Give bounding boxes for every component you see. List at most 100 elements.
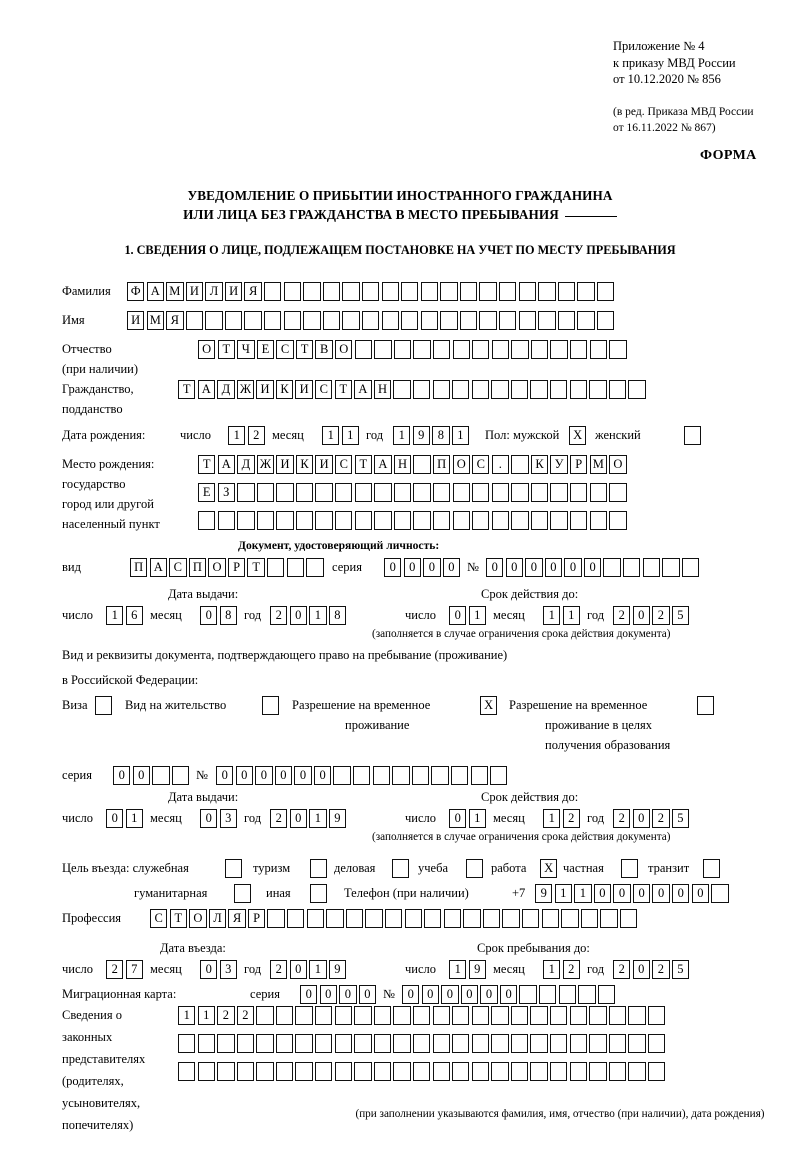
patronymic-cell[interactable]: О bbox=[198, 340, 216, 359]
permit-number-cell[interactable]: 0 bbox=[255, 766, 273, 785]
citizenship-cell[interactable]: К bbox=[275, 380, 294, 399]
permit-valid-day-cell[interactable]: 1 bbox=[468, 809, 486, 828]
profession-cell[interactable] bbox=[580, 909, 599, 928]
citizenship-cell[interactable] bbox=[628, 380, 646, 399]
entry-day-cell[interactable]: 2 bbox=[106, 960, 124, 979]
phone-cell[interactable]: 0 bbox=[613, 884, 631, 903]
birthplace-city-cell[interactable] bbox=[354, 511, 373, 530]
firstname-cell[interactable]: М bbox=[146, 311, 164, 330]
permit-number-cell[interactable] bbox=[392, 766, 410, 785]
doc-issue-year-cell[interactable]: 8 bbox=[328, 606, 347, 625]
legal-rep-row3-boxes[interactable] bbox=[178, 1062, 667, 1081]
legal-rep-cell[interactable] bbox=[471, 1062, 490, 1081]
migration-series-cell[interactable]: 0 bbox=[339, 985, 357, 1004]
profession-cell[interactable] bbox=[600, 909, 618, 928]
birthplace-country-cell[interactable]: У bbox=[550, 455, 568, 474]
phone-cell[interactable]: 9 bbox=[535, 884, 553, 903]
doc-kind-cell[interactable] bbox=[267, 558, 285, 577]
firstname-cell[interactable] bbox=[185, 311, 204, 330]
birthplace-city-cell[interactable] bbox=[609, 511, 627, 530]
permit-valid-year-cell[interactable]: 2 bbox=[652, 809, 670, 828]
purpose-work-checkbox[interactable]: X bbox=[540, 859, 558, 878]
doc-valid-month-cell[interactable]: 1 bbox=[562, 606, 580, 625]
stay-day-cell[interactable]: 9 bbox=[468, 960, 486, 979]
patronymic-cell[interactable]: Т bbox=[295, 340, 314, 359]
legal-rep-cell[interactable] bbox=[354, 1034, 372, 1053]
profession-cell[interactable] bbox=[482, 909, 501, 928]
doc-valid-month-cell[interactable]: 1 bbox=[543, 606, 561, 625]
purpose-humanitarian-checkbox[interactable] bbox=[234, 884, 252, 903]
permit-issue-month-cell[interactable]: 0 bbox=[200, 809, 218, 828]
legal-rep-cell[interactable] bbox=[628, 1006, 646, 1025]
profession-cell[interactable] bbox=[345, 909, 364, 928]
surname-cell[interactable]: Я bbox=[244, 282, 262, 301]
patronymic-cell[interactable] bbox=[472, 340, 490, 359]
legal-rep-row2-boxes[interactable] bbox=[178, 1034, 667, 1053]
legal-rep-cell[interactable] bbox=[608, 1006, 627, 1025]
legal-rep-cell[interactable] bbox=[589, 1006, 607, 1025]
sex-female-checkbox[interactable] bbox=[684, 426, 702, 445]
legal-rep-cell[interactable] bbox=[393, 1034, 411, 1053]
doc-issue-month-cell[interactable]: 8 bbox=[219, 606, 237, 625]
birthplace-city-cell[interactable] bbox=[413, 483, 431, 502]
birthplace-city-cell[interactable] bbox=[198, 511, 216, 530]
surname-cell[interactable] bbox=[361, 282, 380, 301]
birthplace-city-cell[interactable] bbox=[393, 483, 412, 502]
legal-rep-cell[interactable] bbox=[608, 1034, 627, 1053]
citizenship-cell[interactable]: И bbox=[256, 380, 274, 399]
profession-cell[interactable]: Я bbox=[228, 909, 246, 928]
legal-rep-cell[interactable] bbox=[432, 1006, 450, 1025]
legal-rep-cell[interactable] bbox=[295, 1006, 313, 1025]
doc-issue-year-cell[interactable]: 2 bbox=[270, 606, 288, 625]
surname-cell[interactable]: А bbox=[146, 282, 164, 301]
permit-number-cell[interactable]: 0 bbox=[313, 766, 332, 785]
legal-rep-cell[interactable] bbox=[197, 1034, 215, 1053]
surname-cell[interactable] bbox=[518, 282, 536, 301]
legal-rep-cell[interactable] bbox=[275, 1034, 294, 1053]
birthplace-city-cell[interactable] bbox=[237, 511, 255, 530]
patronymic-cell[interactable] bbox=[354, 340, 373, 359]
patronymic-cell[interactable] bbox=[432, 340, 451, 359]
permit-issue-year-cell[interactable]: 2 bbox=[270, 809, 288, 828]
profession-cell[interactable] bbox=[287, 909, 305, 928]
permit-valid-day-cell[interactable]: 0 bbox=[449, 809, 467, 828]
firstname-cell[interactable] bbox=[420, 311, 439, 330]
legal-rep-cell[interactable] bbox=[217, 1062, 235, 1081]
birthplace-city-cell[interactable] bbox=[550, 511, 568, 530]
birthplace-city-cell[interactable] bbox=[530, 483, 549, 502]
purpose-private-checkbox[interactable] bbox=[621, 859, 639, 878]
legal-rep-cell[interactable] bbox=[569, 1062, 587, 1081]
birthplace-city-cell[interactable] bbox=[491, 511, 510, 530]
firstname-cell[interactable] bbox=[322, 311, 341, 330]
doc-kind-cell[interactable]: О bbox=[208, 558, 226, 577]
birthplace-city-cell[interactable] bbox=[295, 511, 314, 530]
patronymic-cell[interactable] bbox=[589, 340, 607, 359]
permit-series-cell[interactable]: 0 bbox=[132, 766, 150, 785]
birth-month-cell[interactable]: 1 bbox=[341, 426, 359, 445]
birthplace-city-cell[interactable] bbox=[569, 483, 588, 502]
citizenship-cell[interactable] bbox=[452, 380, 470, 399]
birthplace-city-cell[interactable] bbox=[335, 483, 353, 502]
legal-rep-cell[interactable] bbox=[393, 1006, 411, 1025]
birthplace-city-row2-boxes[interactable] bbox=[198, 511, 629, 530]
entry-year-cell[interactable]: 1 bbox=[309, 960, 327, 979]
migration-number-cell[interactable] bbox=[597, 985, 616, 1004]
birthplace-country-cell[interactable]: М bbox=[589, 455, 607, 474]
citizenship-cell[interactable] bbox=[530, 380, 548, 399]
permit-number-cell[interactable] bbox=[431, 766, 449, 785]
permit-number-cell[interactable] bbox=[470, 766, 488, 785]
surname-cell[interactable] bbox=[264, 282, 282, 301]
legal-rep-cell[interactable] bbox=[452, 1062, 470, 1081]
profession-cell[interactable] bbox=[502, 909, 520, 928]
phone-cell[interactable]: 0 bbox=[652, 884, 670, 903]
doc-number-cell[interactable]: 0 bbox=[505, 558, 523, 577]
